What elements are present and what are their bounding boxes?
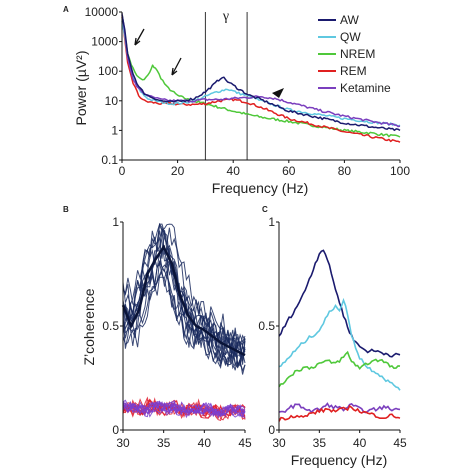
trial-line (122, 401, 246, 419)
series-line-aw (121, 14, 401, 132)
y-tick-label: 1 (112, 215, 119, 229)
panel-b-label: B (63, 205, 69, 214)
x-tick-label: 20 (171, 164, 185, 178)
x-tick-label: 45 (238, 436, 252, 450)
series-line (278, 297, 401, 391)
trial-line (122, 260, 246, 369)
y-tick-label: 100 (98, 64, 118, 78)
x-tick-label: 0 (119, 164, 126, 178)
x-tick-label: 35 (157, 436, 171, 450)
legend-label: Ketamine (340, 81, 391, 95)
series-line-nrem (121, 13, 401, 138)
legend-label: REM (340, 64, 367, 78)
panel-a-label: A (63, 5, 69, 14)
y-tick-label: 0.1 (101, 153, 118, 167)
trial-line (122, 223, 246, 350)
x-tick-label: 40 (227, 164, 241, 178)
y-tick-label: 0 (268, 423, 275, 437)
series-line (278, 402, 401, 414)
panel-c-label: C (262, 205, 268, 214)
trial-line (122, 400, 246, 415)
panel-b-ylabel: Z’coherence (81, 288, 97, 365)
x-tick-label: 45 (393, 436, 407, 450)
panel-a-ylabel: Power (µV²) (73, 51, 89, 126)
y-tick-label: 0.5 (102, 319, 119, 333)
series-line (278, 350, 401, 388)
x-tick-label: 40 (198, 436, 212, 450)
legend-label: AW (340, 13, 360, 27)
y-tick-label: 10000 (85, 5, 119, 19)
y-tick-label: 0 (112, 423, 119, 437)
series-line (278, 404, 401, 422)
y-tick-label: 1000 (91, 35, 118, 49)
x-tick-label: 30 (272, 436, 286, 450)
x-tick-label: 100 (390, 164, 410, 178)
trial-line (122, 223, 246, 362)
y-tick-label: 0.5 (258, 319, 275, 333)
arrow-icon (171, 57, 182, 76)
arrowhead-icon (272, 88, 284, 98)
panel-a: A 0 20 40 60 80 100 0.1 1 10 100 1000 10000 Frequen… (63, 5, 410, 196)
panel-b: B 30 35 40 45 0 0.5 1 Z’coherence (63, 205, 252, 450)
panel-a-xlabel: Frequency (Hz) (212, 180, 308, 196)
panel-c-xlabel: Frequency (Hz) (291, 452, 387, 468)
y-tick-label: 1 (268, 215, 275, 229)
series-line (278, 249, 401, 358)
legend-label: QW (340, 30, 361, 44)
mean-line (121, 244, 246, 357)
y-tick-label: 10 (105, 94, 119, 108)
trial-line (122, 399, 246, 417)
gamma-band-label: γ (222, 9, 229, 24)
trial-line (122, 261, 246, 370)
series-line-ketamine (121, 13, 401, 128)
x-tick-label: 60 (282, 164, 296, 178)
legend: AW QW NREM REM Ketamine (318, 13, 391, 95)
x-tick-label: 40 (353, 436, 367, 450)
legend-label: NREM (340, 47, 375, 61)
y-tick-label: 1 (111, 123, 118, 137)
arrow-icon (134, 28, 145, 46)
panel-c: C 30 35 40 45 0 0.5 1 Frequency (Hz) (258, 205, 407, 468)
x-tick-label: 30 (116, 436, 130, 450)
x-tick-label: 80 (338, 164, 352, 178)
x-tick-label: 35 (313, 436, 327, 450)
